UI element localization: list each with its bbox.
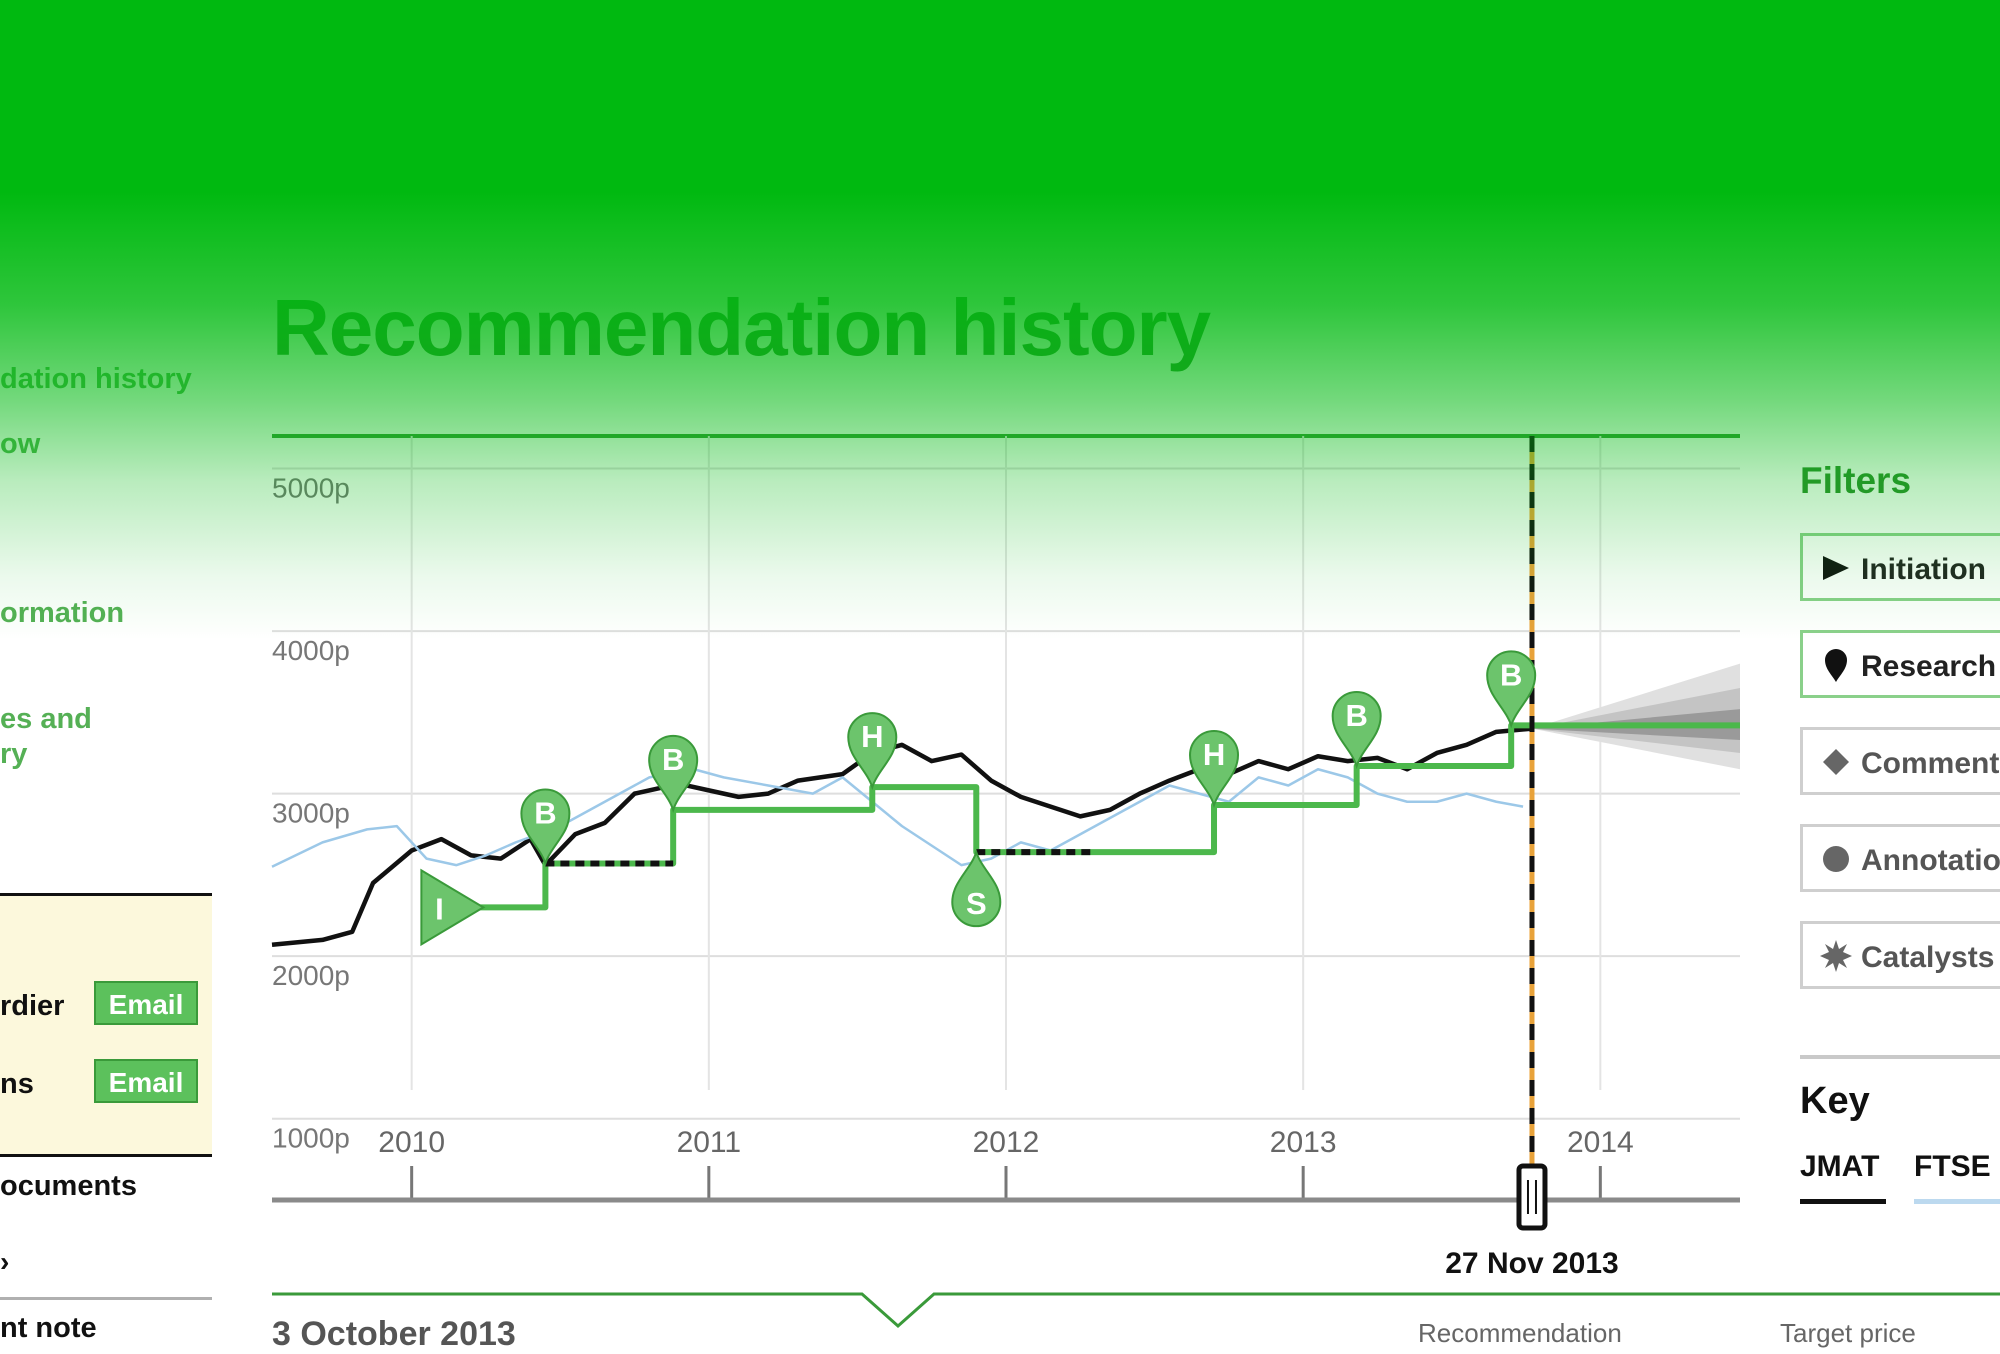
- starburst-icon: [1820, 940, 1852, 972]
- x-tick-label: 2014: [1567, 1126, 1634, 1159]
- map-pin-icon: [1825, 649, 1847, 682]
- detail-date: 3 October 2013: [272, 1315, 516, 1353]
- selected-date-label: 27 Nov 2013: [1445, 1247, 1618, 1280]
- timeline-handle-body: [1516, 1163, 1548, 1231]
- marker-label: I: [435, 891, 444, 926]
- contact-row: ns Email: [0, 1056, 212, 1112]
- marker-label: B: [1500, 657, 1522, 692]
- y-tick-label: 3000p: [272, 798, 350, 829]
- filters-heading: Filters: [1800, 460, 1912, 501]
- marker-h-pin: H: [847, 712, 898, 791]
- key-heading: Key: [1800, 1080, 1870, 1122]
- marker-label: B: [534, 796, 556, 831]
- x-tick-label: 2013: [1270, 1126, 1337, 1159]
- circle-icon: [1823, 846, 1849, 872]
- y-tick-label: 5000p: [272, 473, 350, 504]
- marker-b-pin: B: [1331, 691, 1382, 770]
- documents-heading: ocuments: [0, 1170, 137, 1202]
- marker-drop-shape: [951, 848, 1002, 927]
- documents-more-link[interactable]: ›: [0, 1246, 10, 1277]
- marker-label: B: [1345, 698, 1367, 733]
- x-tick-label: 2010: [378, 1126, 445, 1159]
- marker-label: S: [966, 886, 987, 921]
- series-line-ftse: [271, 767, 1524, 868]
- y-tick-label: 2000p: [272, 960, 350, 991]
- marker-b-pin: B: [1486, 650, 1537, 729]
- contact-name: rdier: [0, 990, 65, 1022]
- marker-b-pin: B: [648, 734, 699, 814]
- marker-label: B: [662, 742, 684, 777]
- analyst-contacts: rdier Email ns Email: [0, 893, 212, 1157]
- filter-label: Research: [1861, 650, 1997, 683]
- y-tick-label: 4000p: [272, 635, 350, 666]
- detail-panel-rule: [272, 1292, 2000, 1329]
- filter-catalysts-button[interactable]: Catalysts: [1800, 921, 2000, 989]
- email-button[interactable]: Email: [94, 981, 198, 1025]
- key-item-jmat[interactable]: JMAT: [1800, 1150, 1880, 1183]
- filter-label: Catalysts: [1861, 941, 1995, 974]
- marker-i-triangle: I: [420, 868, 486, 947]
- contact-name: ns: [0, 1068, 34, 1100]
- marker-s-drop: S: [951, 848, 1002, 927]
- x-tick-label: 2012: [973, 1126, 1040, 1159]
- filter-label: Comment: [1861, 747, 2000, 780]
- divider: [0, 1297, 212, 1300]
- marker-label: H: [861, 719, 883, 754]
- x-tick-label: 2011: [677, 1126, 742, 1159]
- marker-triangle-shape: [420, 868, 486, 947]
- column-header-recommendation: Recommendation: [1418, 1318, 1622, 1348]
- y-tick-label: 1000p: [272, 1123, 350, 1154]
- filter-research-button[interactable]: Research: [1800, 630, 2000, 698]
- key-swatch-ftse: [1914, 1199, 2000, 1204]
- filter-label: Initiation: [1861, 553, 1986, 586]
- filter-label: Annotatio: [1861, 844, 2000, 877]
- timeline-handle[interactable]: [1516, 1163, 1548, 1231]
- play-triangle-icon: [1823, 556, 1849, 580]
- diamond-icon: [1823, 749, 1849, 775]
- filter-comment-button[interactable]: Comment: [1800, 727, 2000, 795]
- key-swatch-jmat: [1800, 1199, 1886, 1204]
- contact-row: rdier Email: [0, 978, 212, 1034]
- column-header-target-price: Target price: [1780, 1318, 1916, 1348]
- marker-b-pin: B: [520, 788, 571, 867]
- filter-initiation-button[interactable]: Initiation: [1800, 533, 2000, 601]
- email-button[interactable]: Email: [94, 1059, 198, 1103]
- divider: [1800, 1055, 2000, 1059]
- filter-annotation-button[interactable]: Annotatio: [1800, 824, 2000, 892]
- key-item-ftse[interactable]: FTSE :: [1914, 1150, 2000, 1183]
- marker-label: H: [1203, 737, 1225, 772]
